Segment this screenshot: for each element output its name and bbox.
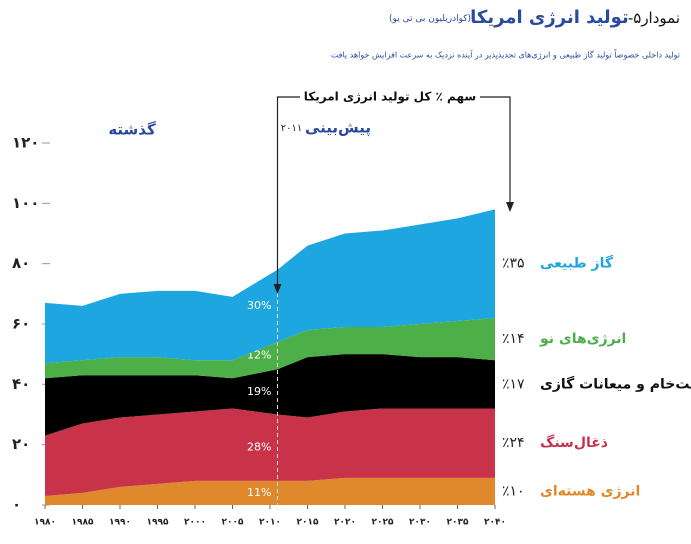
x-tick-label: ۱۹۹۰ (109, 518, 131, 528)
y-tick-label: ۸۰ (12, 254, 30, 272)
legend-label: نفت‌خام و میعانات گازی (540, 375, 691, 392)
subtitle: تولید داخلی خصوصاً تولید گاز طبیعی و انر… (331, 49, 680, 60)
x-tick-label: ۲۰۳۰ (409, 518, 431, 528)
share-label: 30% (247, 299, 271, 312)
x-tick-label: ۱۹۸۰ (34, 518, 56, 528)
y-tick-label: ۲۰ (12, 435, 30, 453)
x-tick-label: ۲۰۳۵ (447, 518, 469, 528)
y-tick-label: ۱۲۰ (12, 134, 39, 152)
forecast-share: ٪۱۴ (502, 331, 525, 347)
area (45, 354, 495, 436)
y-tick-label: ۴۰ (12, 375, 30, 393)
forecast-label: پیش‌بینی (305, 119, 371, 138)
chart-title-line: نمودار۵- تولید انرژی امریکا (کوادریلیون … (389, 7, 680, 28)
x-tick-label: ۲۰۰۵ (222, 518, 244, 528)
x-tick-label: ۲۰۴۰ (484, 518, 506, 528)
share-label: 28% (247, 441, 271, 454)
title-prefix: نمودار۵- (628, 9, 680, 27)
area (45, 209, 495, 364)
x-tick-label: ۲۰۰۰ (184, 518, 206, 528)
legend-label: گاز طبیعی (540, 255, 614, 272)
x-tick-label: ۲۰۲۵ (372, 518, 394, 528)
area (45, 408, 495, 496)
y-tick-label: ۱۰۰ (12, 194, 39, 212)
share-title: سهم ٪ کل تولید انرژی امریکا (304, 90, 476, 105)
divider-label: ۲۰۱۱ (281, 123, 302, 134)
legend-label: ذغال‌سنگ (540, 434, 608, 451)
legend-label: انرژی‌های نو (539, 331, 626, 347)
forecast-share: ٪۳۵ (502, 256, 525, 272)
y-tick-label: ۶۰ (12, 315, 30, 333)
x-tick-label: ۱۹۸۵ (72, 518, 94, 528)
share-label: 19% (247, 385, 271, 398)
forecast-share: ٪۱۷ (502, 376, 525, 392)
y-tick-label: ۰ (12, 496, 21, 514)
past-label: گذشته (108, 121, 156, 139)
x-tick-label: ۲۰۱۰ (259, 518, 281, 528)
legend-label: انرژی هسته‌ای (540, 483, 640, 499)
chart-title: تولید انرژی امریکا (470, 7, 629, 28)
x-tick-label: ۲۰۱۵ (297, 518, 319, 528)
area (45, 317, 495, 379)
unit: (کوادریلیون بی تی یو) (389, 14, 471, 24)
x-tick-label: ۱۹۹۵ (147, 518, 169, 528)
forecast-share: ٪۱۰ (502, 483, 525, 499)
share-label: 12% (247, 349, 271, 362)
x-tick-label: ۲۰۲۰ (334, 518, 356, 528)
area (45, 477, 495, 505)
forecast-share: ٪۲۴ (502, 435, 525, 451)
share-label: 11% (247, 486, 271, 499)
bracket (276, 96, 511, 292)
